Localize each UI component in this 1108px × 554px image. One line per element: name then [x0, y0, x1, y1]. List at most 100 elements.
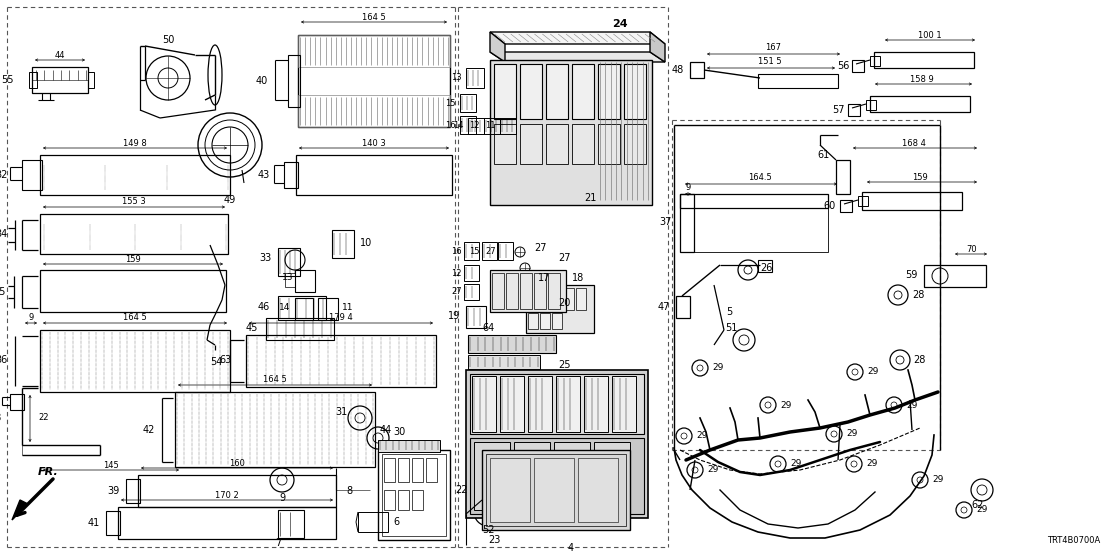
Bar: [564, 288, 574, 310]
Text: 39: 39: [107, 486, 120, 496]
Bar: [466, 370, 648, 518]
Text: 168 4: 168 4: [902, 138, 926, 147]
Bar: [278, 510, 304, 538]
Bar: [840, 200, 852, 212]
Text: 56: 56: [838, 61, 850, 71]
Text: 11: 11: [485, 121, 496, 131]
Bar: [486, 454, 626, 526]
Text: 54: 54: [211, 357, 223, 367]
Text: 29: 29: [696, 432, 707, 440]
Bar: [578, 458, 618, 522]
Text: 22: 22: [455, 485, 468, 495]
Text: 46: 46: [258, 302, 270, 312]
Bar: [556, 376, 579, 432]
Bar: [526, 285, 594, 333]
Text: 29: 29: [707, 465, 718, 474]
Text: 34: 34: [0, 229, 8, 239]
Bar: [690, 62, 704, 78]
Text: 25: 25: [558, 360, 571, 370]
Bar: [598, 124, 620, 164]
Text: 159: 159: [125, 254, 141, 264]
Bar: [482, 242, 497, 260]
Text: 43: 43: [258, 170, 270, 180]
Text: 11: 11: [342, 304, 353, 312]
Bar: [284, 162, 298, 188]
Bar: [468, 118, 484, 134]
Text: 164 5: 164 5: [123, 314, 147, 322]
Bar: [506, 273, 519, 309]
Bar: [398, 458, 409, 482]
Bar: [175, 392, 375, 467]
Bar: [318, 298, 338, 320]
Text: 6: 6: [393, 517, 399, 527]
Text: 164 5: 164 5: [362, 13, 386, 22]
Bar: [758, 74, 838, 88]
Bar: [472, 376, 496, 432]
Text: 9: 9: [279, 493, 285, 503]
Bar: [425, 458, 437, 482]
Text: 41: 41: [88, 518, 100, 528]
Bar: [576, 288, 586, 310]
Bar: [529, 313, 538, 329]
Text: 16: 16: [445, 121, 456, 130]
Text: 18: 18: [572, 273, 584, 283]
Bar: [460, 94, 476, 112]
Bar: [384, 490, 394, 510]
Bar: [482, 450, 630, 530]
Bar: [278, 296, 326, 320]
Bar: [295, 298, 312, 320]
Bar: [500, 118, 516, 134]
Bar: [534, 273, 546, 309]
Text: 140 3: 140 3: [362, 138, 386, 147]
Text: 49: 49: [224, 195, 236, 205]
Bar: [534, 458, 574, 522]
Text: 151 5: 151 5: [758, 58, 782, 66]
Bar: [514, 442, 550, 510]
Bar: [29, 72, 37, 88]
Bar: [384, 458, 394, 482]
Bar: [548, 273, 560, 309]
Text: 149 8: 149 8: [123, 138, 147, 147]
Text: 29: 29: [932, 475, 943, 485]
Bar: [492, 273, 504, 309]
Bar: [382, 454, 447, 536]
Bar: [40, 270, 226, 312]
Text: 164.5: 164.5: [748, 173, 772, 182]
Bar: [624, 124, 646, 164]
Bar: [470, 438, 644, 514]
Text: 5: 5: [726, 307, 732, 317]
Text: 63: 63: [219, 355, 232, 365]
Text: 42: 42: [143, 425, 155, 435]
Bar: [852, 60, 864, 72]
Bar: [266, 318, 334, 340]
Bar: [298, 35, 450, 67]
Text: 50: 50: [162, 35, 174, 45]
Text: 70: 70: [966, 244, 977, 254]
Bar: [32, 67, 88, 93]
Bar: [680, 194, 694, 252]
Bar: [598, 64, 620, 119]
Text: 12: 12: [470, 121, 480, 131]
Text: 52: 52: [482, 525, 494, 535]
Text: 62: 62: [972, 500, 984, 510]
Text: 23: 23: [488, 535, 501, 545]
Bar: [22, 160, 42, 190]
Bar: [490, 458, 530, 522]
Text: 167: 167: [765, 44, 781, 53]
Text: 38: 38: [0, 413, 2, 423]
Bar: [40, 330, 230, 392]
Text: 55: 55: [1, 75, 14, 85]
Text: 26: 26: [760, 263, 772, 273]
Bar: [460, 116, 476, 134]
Bar: [378, 450, 450, 540]
Bar: [612, 376, 636, 432]
Bar: [296, 155, 452, 195]
Text: 40: 40: [256, 76, 268, 86]
Text: 13: 13: [451, 74, 462, 83]
Bar: [540, 288, 550, 310]
Bar: [412, 458, 423, 482]
Text: 9: 9: [686, 183, 690, 192]
Text: 7: 7: [275, 538, 281, 548]
Polygon shape: [490, 32, 505, 62]
Bar: [490, 270, 566, 312]
